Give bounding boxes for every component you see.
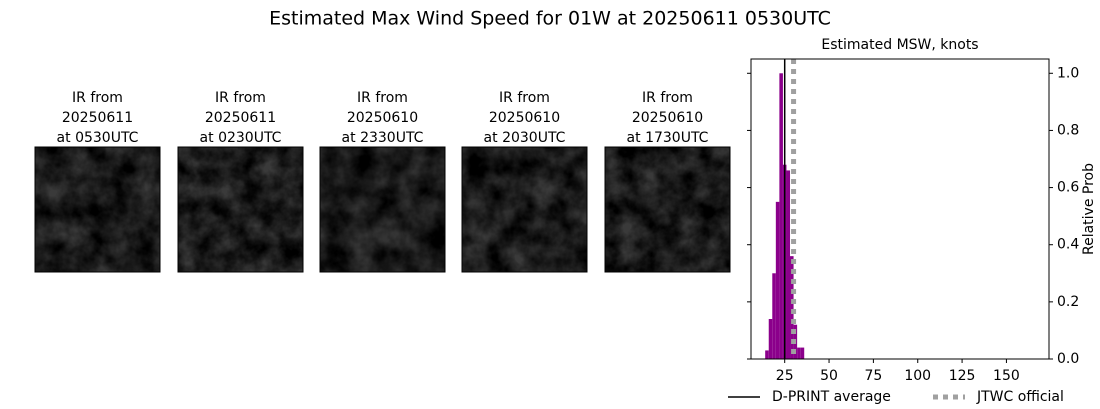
bar bbox=[790, 256, 794, 359]
x-tick-label: 100 bbox=[904, 368, 931, 384]
panel-title: at 0530UTC bbox=[57, 130, 139, 146]
ir-image-frame bbox=[604, 146, 731, 273]
legend-label: D-PRINT average bbox=[772, 389, 891, 405]
y-tick-label: 0.4 bbox=[1057, 237, 1079, 253]
figure-title: Estimated Max Wind Speed for 01W at 2025… bbox=[269, 8, 831, 30]
panel-title: IR from bbox=[499, 90, 550, 106]
panel-title: 20250611 bbox=[62, 110, 133, 126]
panel-title: at 1730UTC bbox=[627, 130, 709, 146]
bar bbox=[786, 170, 791, 359]
bar bbox=[797, 347, 801, 359]
y-tick-label: 0.2 bbox=[1057, 294, 1079, 310]
bar bbox=[775, 201, 780, 359]
ir-panels: IR from 20250611 at 0530UTC IR from 20250611… bbox=[34, 90, 731, 273]
bar bbox=[779, 73, 783, 360]
y-tick-label: 1.0 bbox=[1057, 65, 1079, 81]
ir-image-frame bbox=[461, 146, 588, 273]
panel-title: 20250610 bbox=[489, 110, 560, 126]
y-tick-label: 0.8 bbox=[1057, 122, 1079, 138]
legend-label: JTWC official bbox=[976, 389, 1064, 405]
x-tick-label: 25 bbox=[776, 368, 794, 384]
panel-title: IR from bbox=[642, 90, 693, 106]
plot-frame bbox=[750, 58, 1050, 360]
x-tick-label: 75 bbox=[864, 368, 882, 384]
x-tick-label: 50 bbox=[820, 368, 838, 384]
x-tick-label: 150 bbox=[993, 368, 1020, 384]
y-tick-label: 0.6 bbox=[1057, 180, 1079, 196]
panel-title: at 2030UTC bbox=[484, 130, 566, 146]
bar bbox=[772, 273, 776, 359]
ir-image-clouds bbox=[178, 147, 303, 272]
x-tick-label: 125 bbox=[949, 368, 976, 384]
panel-title: 20250611 bbox=[205, 110, 276, 126]
ir-image-clouds bbox=[605, 147, 730, 272]
bar bbox=[800, 347, 805, 359]
ir-image-clouds bbox=[462, 147, 587, 272]
panel-title: 20250610 bbox=[632, 110, 703, 126]
ir-image-clouds bbox=[35, 147, 160, 272]
bar bbox=[765, 350, 769, 359]
y-axis-label: Relative Prob bbox=[1081, 163, 1097, 255]
panel-title: at 0230UTC bbox=[200, 130, 282, 146]
ir-image-clouds bbox=[320, 147, 445, 272]
panel-title: 20250610 bbox=[347, 110, 418, 126]
panel-title: IR from bbox=[357, 90, 408, 106]
ir-image-frame bbox=[177, 146, 304, 273]
panel-title: IR from bbox=[215, 90, 266, 106]
panel-title: IR from bbox=[72, 90, 123, 106]
ir-image-frame bbox=[34, 146, 161, 273]
panel-title: at 2330UTC bbox=[342, 130, 424, 146]
histogram-chart: Estimated MSW, knots 25 50 75 100 125 150 0.0 0.… bbox=[728, 37, 1097, 405]
chart-title: Estimated MSW, knots bbox=[821, 37, 978, 53]
ir-image-frame bbox=[319, 146, 446, 273]
bar bbox=[768, 319, 773, 359]
y-tick-label: 0.0 bbox=[1057, 351, 1079, 367]
